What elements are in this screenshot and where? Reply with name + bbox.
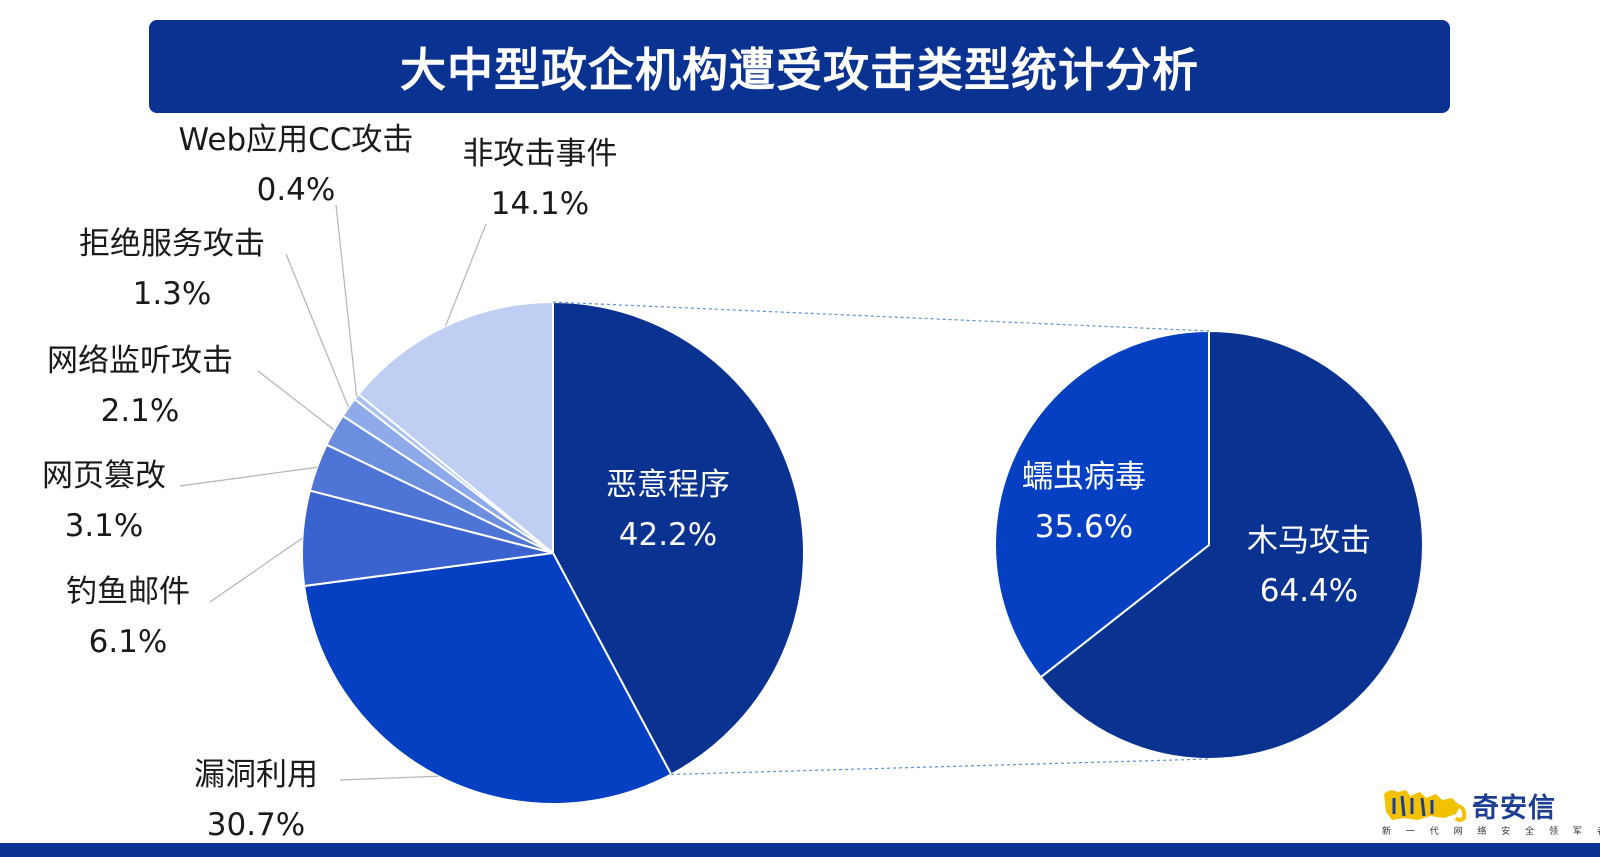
- pie-label-6-line-1: 0.4%: [257, 172, 336, 208]
- sub-pie-label-0-line-0: 木马攻击: [1247, 523, 1371, 559]
- pie-slice-7: [357, 300, 554, 556]
- footer-bar: [0, 843, 1600, 857]
- pie-leader-line-7: [444, 223, 487, 327]
- pie-label-5-line-1: 1.3%: [133, 276, 212, 312]
- pie-label-2-line-1: 6.1%: [89, 624, 168, 660]
- pie-label-0-line-0: 恶意程序: [606, 467, 730, 503]
- pie-label-6-line-0: Web应用CC攻击: [179, 122, 414, 158]
- company-logo: 奇安信 新 一 代 网 络 安 全 领 军 者: [1380, 782, 1600, 842]
- pie-label-7-line-0: 非攻击事件: [463, 136, 618, 172]
- logo-tagline: 新 一 代 网 络 安 全 领 军 者: [1382, 827, 1600, 837]
- sub-pie-slice-1: [993, 329, 1210, 679]
- pie-label-3-line-1: 3.1%: [65, 508, 144, 544]
- pie-label-5-line-0: 拒绝服务攻击: [79, 226, 265, 262]
- tiger-logo-icon: [1384, 790, 1467, 822]
- sub-pie-label-1-line-0: 蠕虫病毒: [1022, 459, 1146, 495]
- pie-slice-1: [303, 551, 673, 805]
- pie-label-4-line-0: 网络监听攻击: [47, 343, 233, 379]
- connector-line-top: [552, 301, 1210, 332]
- pie-leader-line-2: [209, 537, 303, 603]
- sub-pie-label-0-line-1: 64.4%: [1260, 573, 1358, 609]
- pie-leader-line-6: [335, 204, 358, 397]
- pie-slice-0: [552, 300, 805, 776]
- pie-leader-line-1: [339, 775, 439, 781]
- pie-leader-line-3: [179, 466, 318, 487]
- pie-label-1-line-0: 漏洞利用: [194, 757, 318, 793]
- pie-leader-line-5: [285, 253, 350, 408]
- pie-label-2-line-0: 钓鱼邮件: [66, 574, 190, 610]
- sub-pie-label-1-line-1: 35.6%: [1035, 509, 1133, 545]
- pie-label-1-line-1: 30.7%: [207, 807, 305, 843]
- logo-name: 奇安信: [1472, 793, 1556, 824]
- pie-label-4-line-1: 2.1%: [101, 393, 180, 429]
- pie-leader-line-4: [257, 370, 335, 431]
- pie-label-3-line-0: 网页篡改: [42, 458, 166, 494]
- connector-line-bottom: [671, 758, 1210, 776]
- pie-label-7-line-1: 14.1%: [491, 186, 589, 222]
- page-title: 大中型政企机构遭受攻击类型统计分析: [400, 42, 1199, 97]
- title-banner: 大中型政企机构遭受攻击类型统计分析: [149, 20, 1450, 113]
- sub-pie-slice-0: [1039, 329, 1424, 760]
- pie-label-0-line-1: 42.2%: [619, 517, 717, 553]
